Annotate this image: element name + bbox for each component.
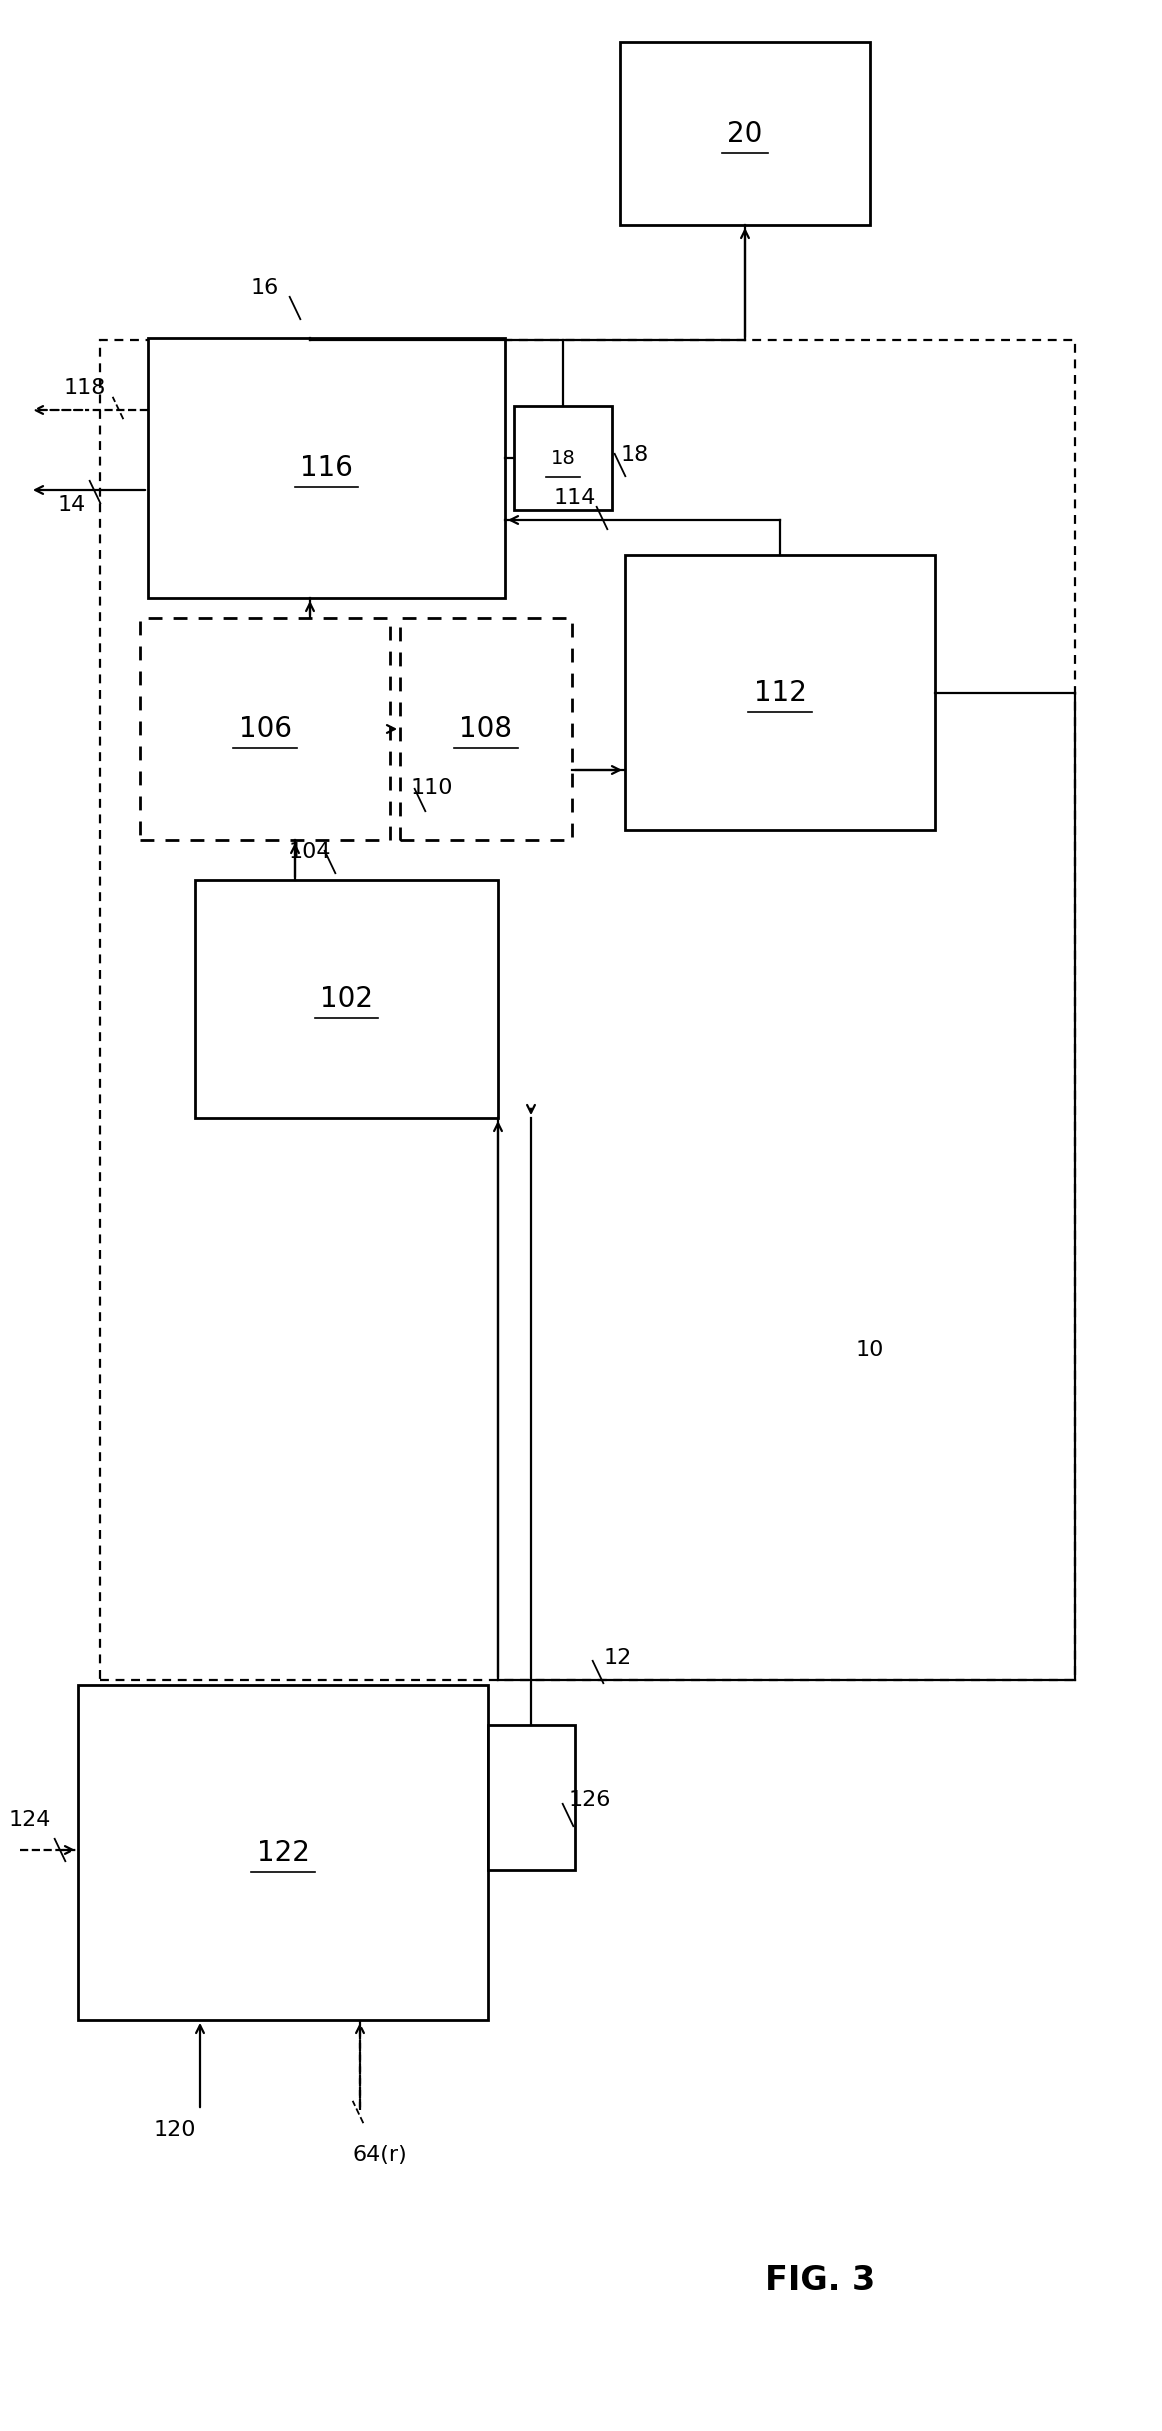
Bar bbox=[514, 406, 612, 511]
Text: 124: 124 bbox=[9, 1811, 51, 1831]
Text: 102: 102 bbox=[320, 985, 373, 1014]
Text: FIG. 3: FIG. 3 bbox=[765, 2263, 875, 2297]
Text: 114: 114 bbox=[554, 489, 596, 508]
Bar bbox=[195, 880, 498, 1118]
Text: 126: 126 bbox=[569, 1789, 611, 1811]
Text: 110: 110 bbox=[410, 778, 453, 797]
Bar bbox=[78, 1685, 488, 2020]
Bar bbox=[488, 1726, 575, 1869]
Text: 116: 116 bbox=[300, 455, 353, 481]
Text: 10: 10 bbox=[855, 1339, 884, 1359]
Text: 16: 16 bbox=[251, 277, 279, 299]
Bar bbox=[139, 617, 390, 841]
Text: 106: 106 bbox=[238, 715, 292, 744]
Bar bbox=[148, 338, 505, 598]
Text: 112: 112 bbox=[754, 678, 806, 707]
Text: 18: 18 bbox=[621, 445, 650, 464]
Text: 14: 14 bbox=[58, 496, 86, 515]
Text: 118: 118 bbox=[64, 377, 106, 399]
Text: 12: 12 bbox=[604, 1648, 632, 1668]
Bar bbox=[625, 554, 935, 829]
Bar bbox=[100, 340, 1075, 1680]
Bar bbox=[400, 617, 572, 841]
Bar bbox=[621, 41, 870, 226]
Text: 108: 108 bbox=[459, 715, 512, 744]
Text: 122: 122 bbox=[257, 1838, 309, 1867]
Text: 120: 120 bbox=[153, 2120, 196, 2139]
Text: 18: 18 bbox=[551, 447, 575, 467]
Text: 20: 20 bbox=[727, 119, 762, 148]
Text: 104: 104 bbox=[288, 841, 331, 863]
Text: 64(r): 64(r) bbox=[352, 2144, 408, 2166]
